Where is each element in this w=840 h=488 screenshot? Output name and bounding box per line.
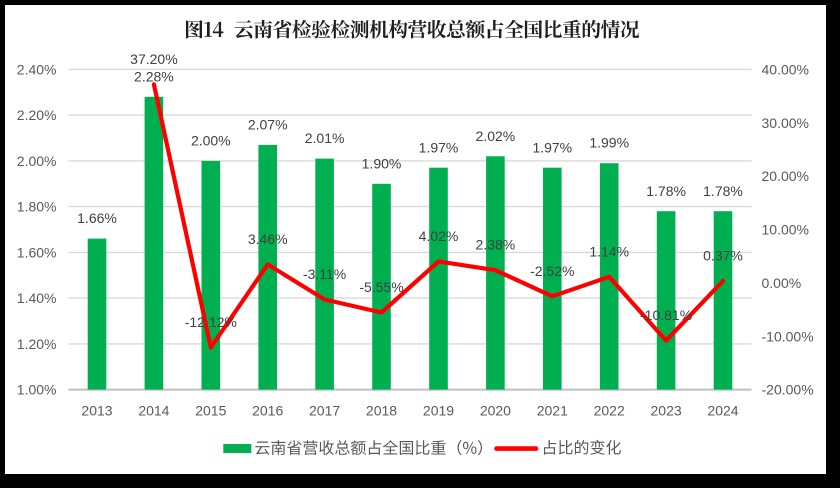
svg-text:0.37%: 0.37% xyxy=(703,248,743,264)
svg-text:2018: 2018 xyxy=(366,402,397,418)
svg-text:2021: 2021 xyxy=(537,402,568,418)
svg-text:2.02%: 2.02% xyxy=(476,128,516,144)
svg-text:2014: 2014 xyxy=(138,402,169,418)
svg-text:1.99%: 1.99% xyxy=(589,135,629,151)
svg-text:1.40%: 1.40% xyxy=(17,290,57,306)
svg-text:1.60%: 1.60% xyxy=(17,244,57,260)
svg-text:0.00%: 0.00% xyxy=(762,275,802,291)
svg-text:2.28%: 2.28% xyxy=(134,68,174,84)
svg-text:3.46%: 3.46% xyxy=(248,231,288,247)
svg-text:1.14%: 1.14% xyxy=(589,243,629,259)
svg-text:-5.55%: -5.55% xyxy=(359,279,403,295)
svg-text:-10.81%: -10.81% xyxy=(640,307,692,323)
svg-text:2.07%: 2.07% xyxy=(248,116,288,132)
svg-text:4.02%: 4.02% xyxy=(419,228,459,244)
svg-text:2013: 2013 xyxy=(81,402,112,418)
svg-text:1.00%: 1.00% xyxy=(17,382,57,398)
svg-text:2.00%: 2.00% xyxy=(191,133,231,149)
svg-text:2.01%: 2.01% xyxy=(305,130,345,146)
svg-text:-20.00%: -20.00% xyxy=(762,382,814,398)
svg-text:1.66%: 1.66% xyxy=(77,210,117,226)
svg-text:30.00%: 30.00% xyxy=(762,115,809,131)
svg-text:10.00%: 10.00% xyxy=(762,222,809,238)
svg-text:1.97%: 1.97% xyxy=(532,139,572,155)
svg-text:2.38%: 2.38% xyxy=(476,237,516,253)
svg-text:2024: 2024 xyxy=(707,402,738,418)
svg-text:2023: 2023 xyxy=(651,402,682,418)
svg-text:2022: 2022 xyxy=(594,402,625,418)
svg-text:2019: 2019 xyxy=(423,402,454,418)
svg-text:1.78%: 1.78% xyxy=(703,183,743,199)
svg-text:2016: 2016 xyxy=(252,402,283,418)
svg-text:37.20%: 37.20% xyxy=(130,51,177,67)
svg-text:2.00%: 2.00% xyxy=(17,153,57,169)
svg-text:-10.00%: -10.00% xyxy=(762,328,814,344)
svg-text:1.20%: 1.20% xyxy=(17,336,57,352)
svg-text:-2.52%: -2.52% xyxy=(530,263,574,279)
svg-text:1.78%: 1.78% xyxy=(646,183,686,199)
svg-text:40.00%: 40.00% xyxy=(762,62,809,78)
svg-text:2017: 2017 xyxy=(309,402,340,418)
svg-text:2.20%: 2.20% xyxy=(17,107,57,123)
svg-text:2015: 2015 xyxy=(195,402,226,418)
svg-text:20.00%: 20.00% xyxy=(762,168,809,184)
svg-text:2.40%: 2.40% xyxy=(17,62,57,78)
svg-text:1.97%: 1.97% xyxy=(419,139,459,155)
svg-text:1.90%: 1.90% xyxy=(362,155,402,171)
svg-text:-12.12%: -12.12% xyxy=(185,314,237,330)
svg-text:1.80%: 1.80% xyxy=(17,199,57,215)
svg-text:-3.11%: -3.11% xyxy=(303,266,346,282)
svg-text:2020: 2020 xyxy=(480,402,511,418)
